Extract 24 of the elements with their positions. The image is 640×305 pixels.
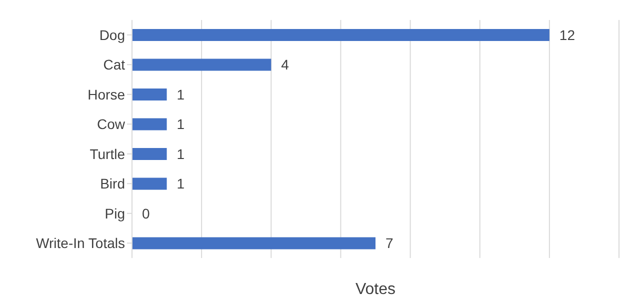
data-label: 4 (281, 56, 290, 73)
bar (132, 29, 550, 41)
data-label: 1 (176, 146, 185, 162)
bar (132, 178, 167, 190)
data-label: 7 (386, 235, 394, 252)
y-tick-label: Write-In Totals (36, 235, 125, 252)
y-tick-label: Pig (104, 205, 125, 222)
y-tick-label: Horse (88, 86, 126, 102)
bar (132, 88, 167, 100)
data-label: 1 (176, 86, 185, 102)
y-tick-label: Turtle (90, 146, 126, 162)
bar (132, 237, 376, 250)
bar (132, 58, 272, 71)
data-label: 12 (559, 26, 576, 43)
y-tick-label: Cat (103, 56, 126, 73)
y-tick-label: Bird (100, 176, 125, 192)
bar (132, 148, 167, 160)
data-label: 0 (142, 205, 150, 222)
y-tick-label: Cow (96, 116, 126, 132)
bar (132, 118, 167, 130)
y-tick-label: Dog (99, 26, 125, 43)
data-label: 1 (176, 176, 185, 192)
x-axis-title: Votes (355, 281, 396, 298)
data-label: 1 (176, 116, 185, 132)
